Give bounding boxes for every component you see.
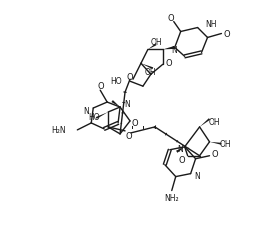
Text: O: O <box>126 132 132 141</box>
Polygon shape <box>148 44 156 50</box>
Text: OH: OH <box>219 140 231 149</box>
Text: O: O <box>127 72 133 81</box>
Text: OH: OH <box>151 38 163 47</box>
Text: N: N <box>124 99 130 108</box>
Polygon shape <box>141 64 153 70</box>
Text: NH: NH <box>206 20 217 29</box>
Text: O: O <box>178 155 185 164</box>
Text: HO: HO <box>88 113 100 122</box>
Text: HO: HO <box>110 76 122 85</box>
Text: N: N <box>83 106 89 115</box>
Text: O: O <box>166 58 172 68</box>
Text: N: N <box>171 46 177 55</box>
Polygon shape <box>111 101 120 108</box>
Polygon shape <box>200 119 210 127</box>
Text: O: O <box>223 30 230 39</box>
Polygon shape <box>96 112 108 119</box>
Text: OH: OH <box>145 68 157 76</box>
Text: NH₂: NH₂ <box>164 193 179 202</box>
Polygon shape <box>163 47 175 50</box>
Text: H₂N: H₂N <box>51 126 65 135</box>
Polygon shape <box>176 147 185 153</box>
Polygon shape <box>210 142 221 145</box>
Text: N: N <box>195 171 200 180</box>
Text: OH: OH <box>209 118 220 127</box>
Text: O: O <box>211 150 218 159</box>
Text: O: O <box>167 14 174 23</box>
Text: O: O <box>98 81 105 90</box>
Text: O: O <box>132 119 138 128</box>
Text: N: N <box>177 145 183 154</box>
